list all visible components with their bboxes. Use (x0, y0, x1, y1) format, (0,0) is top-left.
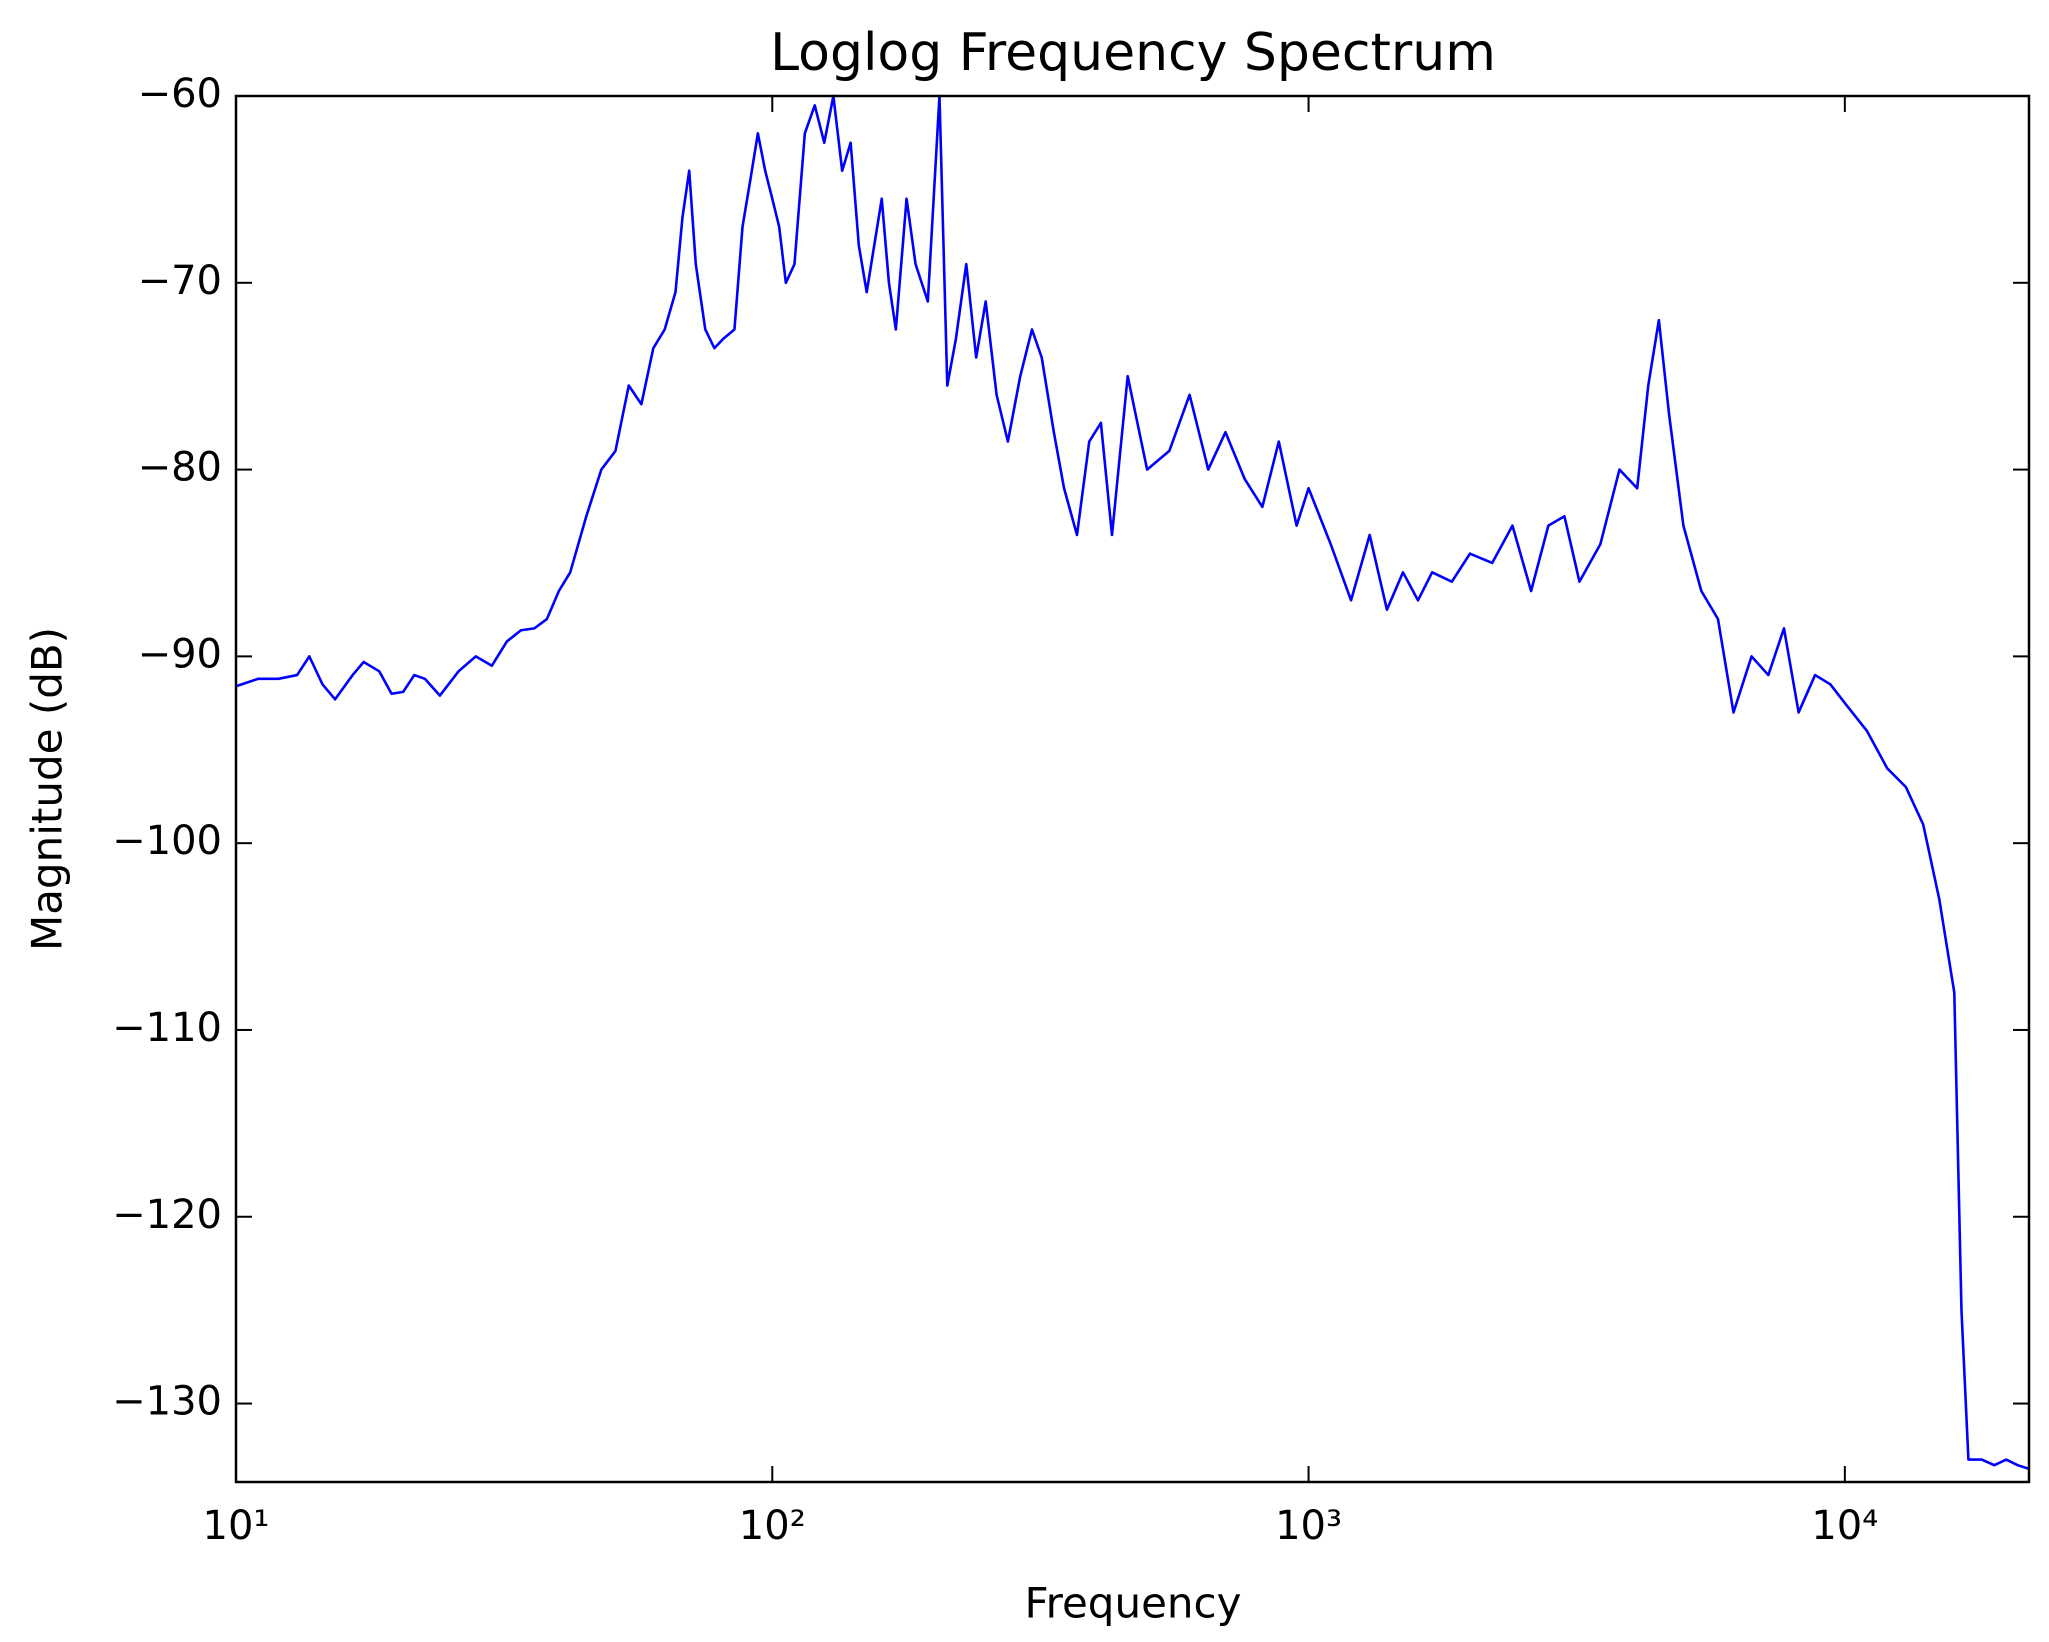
y-tick-label: −90 (138, 631, 222, 677)
x-tick-label: 10³ (1275, 1503, 1342, 1549)
spectrum-line (235, 94, 2030, 1471)
y-tick-label: −80 (138, 445, 222, 491)
y-tick-label: −110 (112, 1005, 222, 1051)
x-tick-label: 10⁴ (1811, 1503, 1878, 1549)
x-tick-label: 10² (739, 1503, 806, 1549)
plot-frame (234, 94, 2031, 1484)
y-axis-label: Magnitude (dB) (23, 627, 72, 951)
x-axis-label: Frequency (1025, 1579, 1242, 1628)
x-tick-label: 10¹ (203, 1503, 270, 1549)
y-tick-label: −70 (138, 258, 222, 304)
y-tick-label: −100 (112, 818, 222, 864)
y-tick-label: −130 (112, 1379, 222, 1425)
y-tick-label: −120 (112, 1192, 222, 1238)
y-tick-label: −60 (138, 71, 222, 117)
chart-title: Loglog Frequency Spectrum (770, 23, 1496, 83)
